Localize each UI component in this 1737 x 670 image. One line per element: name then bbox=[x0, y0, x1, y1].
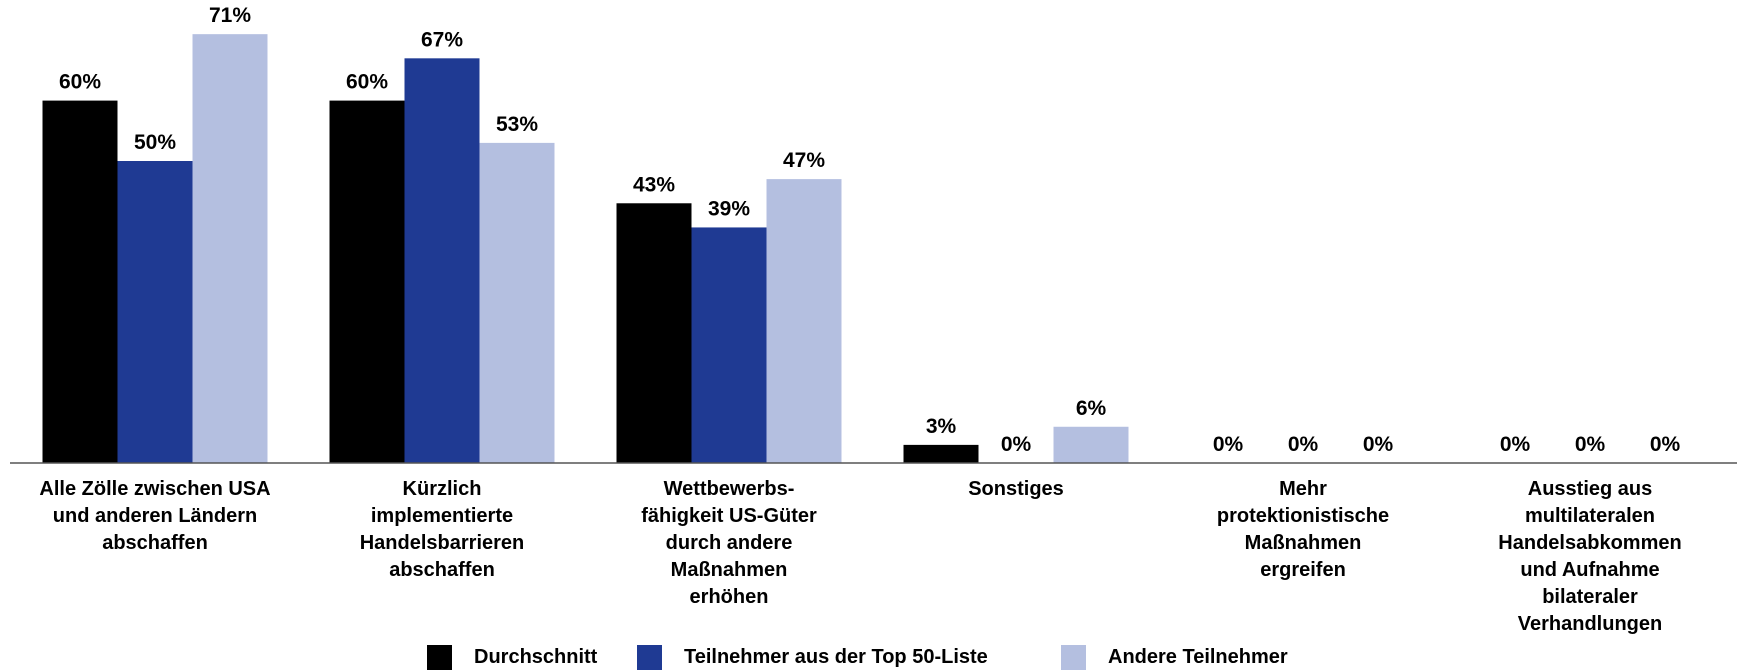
bar bbox=[192, 34, 268, 463]
x-tick-label: Wettbewerbs- fähigkeit US-Güter durch an… bbox=[641, 478, 817, 608]
value-label: 50% bbox=[134, 131, 176, 154]
bar bbox=[42, 100, 118, 463]
value-label: 60% bbox=[59, 71, 101, 94]
bar bbox=[903, 444, 979, 463]
x-tick-label: Alle Zölle zwischen USA und anderen Länd… bbox=[39, 478, 271, 554]
value-label: 0% bbox=[1213, 433, 1244, 456]
legend-label: Teilnehmer aus der Top 50-Liste bbox=[684, 646, 988, 668]
value-label: 0% bbox=[1363, 433, 1394, 456]
value-label: 60% bbox=[346, 71, 388, 94]
bar bbox=[329, 100, 405, 463]
bar bbox=[616, 203, 692, 463]
bar bbox=[766, 179, 842, 463]
value-label: 67% bbox=[421, 28, 463, 51]
value-label: 43% bbox=[633, 173, 675, 196]
bar bbox=[117, 161, 193, 463]
value-label: 0% bbox=[1288, 433, 1319, 456]
value-label: 71% bbox=[209, 4, 251, 27]
value-label: 0% bbox=[1001, 433, 1032, 456]
value-label: 0% bbox=[1650, 433, 1681, 456]
legend-label: Andere Teilnehmer bbox=[1108, 646, 1288, 668]
bar bbox=[404, 58, 480, 463]
value-label: 53% bbox=[496, 113, 538, 136]
value-label: 39% bbox=[708, 197, 750, 220]
legend-swatch bbox=[1061, 645, 1086, 670]
value-label: 0% bbox=[1575, 433, 1606, 456]
x-tick-label: Mehr protektionistische Maßnahmen ergrei… bbox=[1216, 478, 1390, 581]
bar bbox=[691, 227, 767, 463]
legend-swatch bbox=[427, 645, 452, 670]
value-label: 47% bbox=[783, 149, 825, 172]
legend-label: Durchschnitt bbox=[474, 646, 598, 668]
value-label: 0% bbox=[1500, 433, 1531, 456]
x-tick-label: Ausstieg aus multilateralen Handelsabkom… bbox=[1498, 478, 1682, 635]
x-tick-label: Kürzlich implementierte Handelsbarrieren… bbox=[359, 478, 525, 581]
bar bbox=[479, 142, 555, 463]
x-tick-label: Sonstiges bbox=[968, 478, 1064, 500]
value-label: 3% bbox=[926, 415, 957, 438]
bar bbox=[1053, 426, 1129, 463]
legend-swatch bbox=[637, 645, 662, 670]
value-label: 6% bbox=[1076, 397, 1107, 420]
